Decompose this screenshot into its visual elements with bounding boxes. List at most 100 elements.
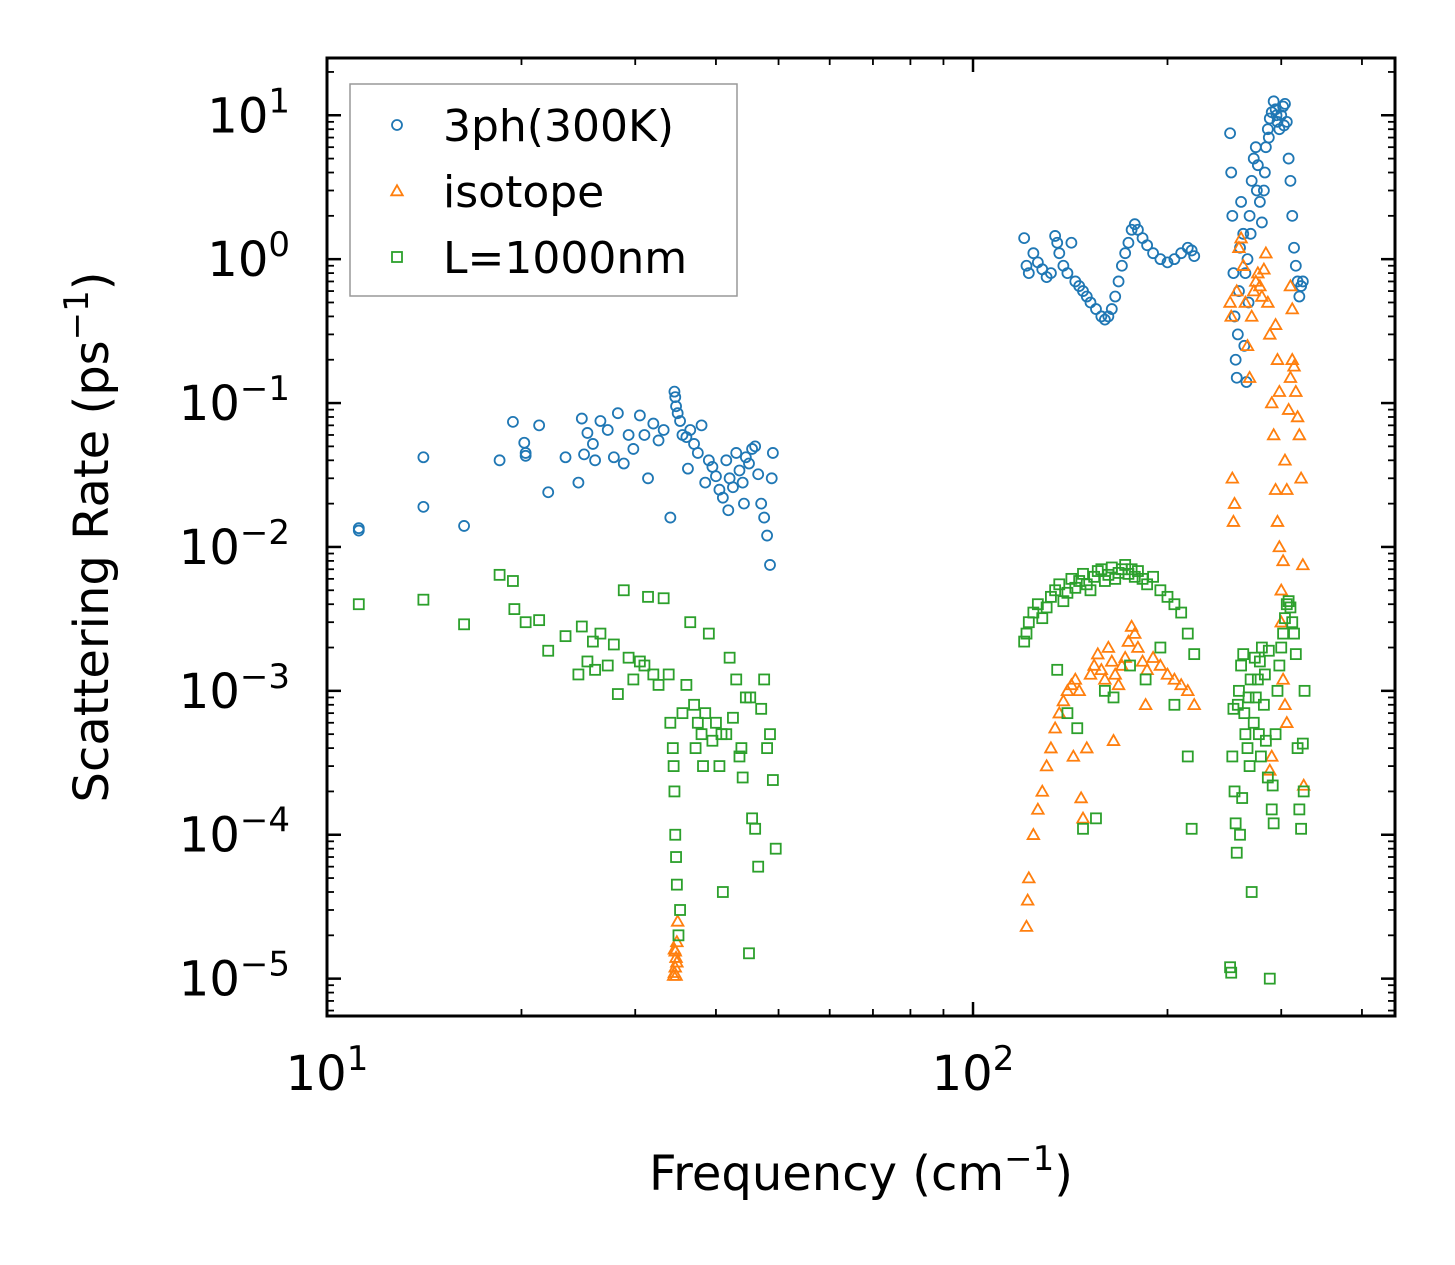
triangle-point <box>1094 662 1109 676</box>
circle-point <box>674 415 686 427</box>
square-point <box>642 590 654 603</box>
square-point <box>1236 792 1249 804</box>
triangle-point <box>1279 715 1295 728</box>
triangle-point <box>1264 395 1280 409</box>
triangle-point <box>1281 402 1296 415</box>
square-point <box>710 716 722 729</box>
square-point <box>1263 972 1276 985</box>
triangle-point <box>1260 294 1276 308</box>
square-point <box>1262 644 1275 657</box>
square-point <box>755 702 768 715</box>
triangle-point <box>1073 790 1089 804</box>
triangle-point <box>1292 427 1307 441</box>
square-point <box>688 698 700 711</box>
triangle-point <box>1283 370 1298 383</box>
circle-point <box>1230 371 1243 384</box>
square-point <box>664 716 677 729</box>
square-point <box>676 707 689 720</box>
circle-point <box>1229 353 1242 366</box>
triangle-point <box>1279 482 1295 495</box>
circle-point <box>1049 230 1062 242</box>
square-point <box>1295 822 1307 835</box>
y-tick-label: 10−1 <box>179 369 290 432</box>
circle-point <box>1128 218 1141 231</box>
square-point <box>761 742 773 755</box>
square-point <box>1248 651 1261 664</box>
triangle-point <box>1121 634 1136 647</box>
y-tick-label: 10−2 <box>179 513 290 576</box>
triangle-point <box>1153 657 1168 671</box>
circle-point <box>1227 267 1240 280</box>
square-point <box>715 728 728 741</box>
square-point <box>1065 572 1078 585</box>
square-point <box>1277 627 1290 640</box>
square-point <box>352 598 365 611</box>
circle-point <box>738 497 750 510</box>
triangle-point <box>1256 261 1272 275</box>
square-point <box>519 616 532 629</box>
circle-point <box>1109 290 1122 303</box>
circle-point <box>1225 166 1238 179</box>
circle-point <box>1154 253 1167 266</box>
square-point <box>1031 598 1044 611</box>
triangle-point <box>1030 801 1046 815</box>
triangle-point <box>1180 683 1196 697</box>
y-axis-title: Scattering Rate (ps−1) <box>57 271 120 802</box>
square-point <box>1098 684 1111 697</box>
triangle-point <box>1160 666 1175 680</box>
legend-entry: L=1000nm <box>391 233 687 284</box>
square-point <box>691 716 704 729</box>
circle-point <box>1245 174 1258 187</box>
legend-circle-marker <box>391 119 403 131</box>
legend-box <box>349 83 738 297</box>
square-point <box>1242 691 1255 704</box>
square-point <box>702 627 715 640</box>
y-tick-label: 10−4 <box>179 801 290 864</box>
square-point <box>1154 584 1167 597</box>
circle-point <box>1250 184 1263 197</box>
circle-point <box>1239 267 1252 280</box>
triangle-point <box>1270 352 1285 365</box>
circle-point <box>1288 241 1300 254</box>
square-point <box>716 886 729 898</box>
triangle-point <box>1262 326 1278 340</box>
square-point <box>744 691 757 704</box>
square-point <box>1168 698 1181 711</box>
legend-entries: 3ph(300K) isotope L=1000nm <box>389 101 687 284</box>
triangle-point <box>1290 409 1305 423</box>
triangle-point <box>1068 671 1083 685</box>
square-point <box>1071 722 1084 735</box>
square-point <box>1020 627 1033 640</box>
triangle-point <box>670 913 685 927</box>
circle-point <box>765 472 778 485</box>
circle-point <box>1263 112 1276 125</box>
triangle-point <box>1242 370 1257 383</box>
square-point <box>1243 760 1256 772</box>
square-point <box>735 742 748 755</box>
triangle-point <box>1026 827 1041 840</box>
circle-point <box>587 438 599 450</box>
circle-point <box>1147 247 1159 260</box>
circle-point <box>1065 236 1078 249</box>
square-point <box>1267 817 1280 830</box>
triangle-point <box>1138 697 1153 711</box>
triangle-point <box>1296 777 1312 791</box>
square-point <box>752 860 765 873</box>
triangle-point <box>1275 553 1291 567</box>
circle-point <box>1235 195 1247 208</box>
square-point <box>1273 659 1286 672</box>
circle-point <box>519 449 532 462</box>
triangle-point <box>1101 639 1116 653</box>
circle-point <box>1262 131 1275 144</box>
legend: 3ph(300K) isotope L=1000nm <box>349 83 738 297</box>
circle-point <box>657 424 670 436</box>
square-point <box>1018 635 1031 648</box>
triangle-point <box>1233 230 1249 244</box>
circle-point <box>417 451 430 464</box>
circle-point <box>572 476 585 489</box>
square-point <box>417 593 430 606</box>
square-point <box>572 668 585 681</box>
triangle-point <box>1173 677 1189 691</box>
circle-point <box>507 415 519 428</box>
square-point <box>1175 606 1188 619</box>
